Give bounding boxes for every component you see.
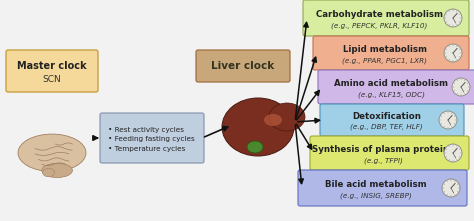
FancyBboxPatch shape	[100, 113, 204, 163]
Text: Carbohydrate metabolism: Carbohydrate metabolism	[316, 10, 443, 19]
FancyBboxPatch shape	[320, 104, 464, 136]
Circle shape	[452, 78, 470, 96]
Circle shape	[444, 44, 462, 62]
FancyBboxPatch shape	[313, 36, 469, 70]
Circle shape	[442, 179, 460, 197]
Circle shape	[444, 144, 462, 162]
FancyBboxPatch shape	[6, 50, 98, 92]
Ellipse shape	[247, 141, 263, 153]
Text: (e.g., DBP, TEF, HLF): (e.g., DBP, TEF, HLF)	[350, 124, 423, 130]
Text: • Rest activity cycles
• Feeding fasting cycles
• Temperature cycles: • Rest activity cycles • Feeding fasting…	[108, 127, 195, 152]
Ellipse shape	[18, 134, 86, 171]
Circle shape	[444, 9, 462, 27]
Text: Master clock: Master clock	[17, 61, 87, 71]
Circle shape	[439, 111, 457, 129]
FancyBboxPatch shape	[310, 136, 469, 170]
FancyBboxPatch shape	[196, 50, 290, 82]
Text: (e.g., PPAR, PGC1, LXR): (e.g., PPAR, PGC1, LXR)	[342, 57, 428, 64]
Ellipse shape	[264, 114, 282, 126]
Text: Lipid metabolism: Lipid metabolism	[343, 45, 427, 54]
FancyBboxPatch shape	[303, 0, 469, 36]
Text: Bile acid metabolism: Bile acid metabolism	[325, 180, 427, 189]
Text: Liver clock: Liver clock	[211, 61, 274, 71]
Text: (e.g., TFPI): (e.g., TFPI)	[364, 157, 403, 164]
Ellipse shape	[42, 163, 73, 177]
Text: (e.g., INSIG, SREBP): (e.g., INSIG, SREBP)	[340, 193, 412, 199]
Ellipse shape	[222, 98, 294, 156]
Text: Detoxification: Detoxification	[352, 112, 421, 121]
Text: SCN: SCN	[43, 75, 61, 84]
FancyBboxPatch shape	[298, 170, 467, 206]
Text: Amino acid metabolism: Amino acid metabolism	[334, 79, 448, 88]
FancyBboxPatch shape	[318, 70, 474, 104]
Text: Synthesis of plasma proteins: Synthesis of plasma proteins	[312, 145, 455, 154]
Ellipse shape	[269, 103, 305, 131]
Text: (e.g., PEPCK, PKLR, KLF10): (e.g., PEPCK, PKLR, KLF10)	[331, 23, 428, 29]
Ellipse shape	[43, 168, 55, 177]
Text: (e.g., KLF15, ODC): (e.g., KLF15, ODC)	[358, 91, 425, 98]
